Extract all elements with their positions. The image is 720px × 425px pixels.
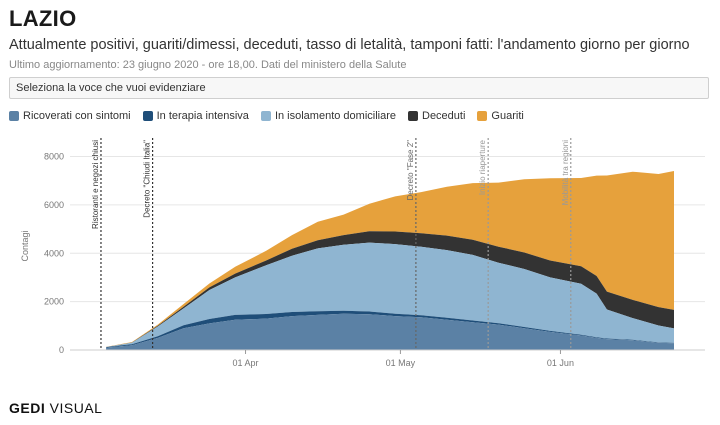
- legend-swatch: [9, 111, 19, 121]
- legend-item-isolamento[interactable]: In isolamento domiciliare: [260, 110, 396, 122]
- y-tick-label: 6000: [44, 200, 64, 210]
- brand-logo-part1: GEDI: [9, 400, 46, 416]
- area-series-ricoverati-con-sintomi: [106, 313, 675, 350]
- y-tick-label: 4000: [44, 248, 64, 258]
- y-tick-label: 8000: [44, 152, 64, 162]
- brand-logo: GEDI VISUAL: [9, 400, 102, 416]
- legend-swatch: [477, 111, 488, 121]
- area-series-guariti: [106, 171, 675, 347]
- x-tick-label: 01 Apr: [233, 358, 259, 368]
- annotation-label: Decreto "Fase 2": [406, 140, 415, 201]
- legend-swatch: [260, 111, 271, 121]
- annotation-label: Ristoranti e negozi chiusi: [91, 140, 100, 229]
- y-tick-label: 2000: [44, 297, 64, 307]
- legend-label: Ricoverati con sintomi: [23, 110, 131, 122]
- legend-label: In isolamento domiciliare: [274, 110, 396, 122]
- legend-label: In terapia intensiva: [156, 110, 249, 122]
- y-tick-label: 0: [59, 345, 64, 355]
- legend-label: Guariti: [491, 110, 524, 122]
- x-tick-label: 01 Jun: [547, 358, 574, 368]
- legend-item-terapia-intensiva[interactable]: In terapia intensiva: [142, 110, 249, 122]
- legend-swatch: [142, 111, 153, 121]
- area-series-in-isolamento-domiciliare: [106, 242, 675, 348]
- area-series-deceduti: [106, 231, 675, 348]
- page-subtitle: Attualmente positivi, guariti/dimessi, d…: [9, 37, 690, 53]
- legend-label: Deceduti: [422, 110, 466, 122]
- annotation-label: Mobilità tra regioni: [561, 140, 570, 206]
- legend-swatch: [408, 111, 418, 121]
- legend-item-guariti[interactable]: Guariti: [477, 110, 524, 122]
- legend-item-deceduti[interactable]: Deceduti: [408, 110, 465, 122]
- highlight-selector[interactable]: Seleziona la voce che vuoi evidenziare: [9, 77, 709, 99]
- highlight-selector-label: Seleziona la voce che vuoi evidenziare: [16, 82, 206, 94]
- y-axis-label: Contagi: [20, 230, 30, 261]
- annotation-label: Inizio riaperture: [478, 139, 487, 195]
- annotation-label: Decreto "Chiudi Italia": [143, 140, 152, 218]
- x-tick-label: 01 May: [386, 358, 416, 368]
- last-updated-note: Ultimo aggiornamento: 23 giugno 2020 - o…: [9, 59, 407, 71]
- chart-legend: Ricoverati con sintomi In terapia intens…: [9, 109, 536, 123]
- page-title: LAZIO: [9, 6, 77, 31]
- brand-logo-part2: VISUAL: [49, 400, 103, 416]
- stacked-area-chart: 0 2000 4000 6000 8000 Contagi 01 Apr 01 May 01 J…: [20, 138, 705, 368]
- legend-item-ricoverati[interactable]: Ricoverati con sintomi: [9, 110, 131, 122]
